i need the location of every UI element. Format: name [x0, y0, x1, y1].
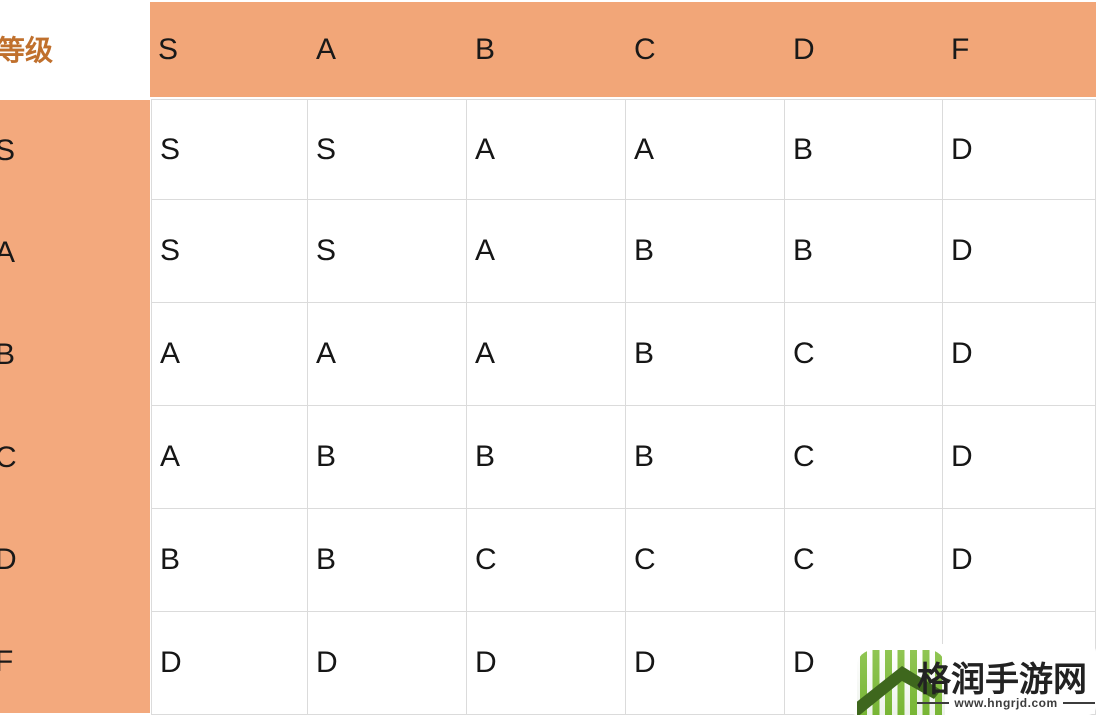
row-header-column: S A B C D F — [0, 100, 150, 713]
col-header-label: B — [475, 32, 496, 66]
col-header-a: A — [308, 2, 467, 97]
divider-line — [1062, 702, 1096, 704]
site-logo-icon — [857, 650, 945, 715]
row-header-a: A — [0, 202, 150, 304]
table-cell: B — [626, 406, 785, 509]
table-cell: B — [308, 509, 467, 612]
row-header-b: B — [0, 304, 150, 406]
table-cell: B — [152, 509, 308, 612]
table-cell: D — [152, 612, 308, 715]
table-cell: C — [785, 303, 943, 406]
table-cell: D — [943, 509, 1096, 612]
table-cell: D — [626, 612, 785, 715]
site-url-row: www.hngrjd.com — [917, 696, 1096, 710]
col-header-f: F — [943, 2, 1096, 97]
roof-icon — [857, 666, 941, 715]
table-cell: S — [308, 100, 467, 200]
table-cell: S — [152, 100, 308, 200]
row-header-d: D — [0, 509, 150, 611]
col-header-d: D — [785, 2, 943, 97]
table-cell: B — [626, 303, 785, 406]
table-cell: D — [467, 612, 626, 715]
col-header-label: S — [158, 32, 179, 66]
corner-label: 等级 — [0, 34, 54, 66]
col-header-s: S — [150, 2, 308, 97]
row-header-c: C — [0, 406, 150, 508]
table-cell: B — [467, 406, 626, 509]
table-cell: D — [308, 612, 467, 715]
row-header-label: C — [0, 440, 17, 474]
table-cell: C — [785, 509, 943, 612]
site-watermark: 格润手游网 www.hngrjd.com — [849, 644, 1096, 715]
col-header-label: A — [316, 32, 337, 66]
site-name: 格润手游网 — [917, 661, 1087, 699]
table-cell: B — [785, 100, 943, 200]
table-cell: C — [626, 509, 785, 612]
column-header-row: S A B C D F — [150, 2, 1096, 97]
table-cell: A — [152, 303, 308, 406]
table-cell: S — [152, 200, 308, 303]
col-header-label: F — [951, 32, 970, 66]
table-cell: D — [943, 303, 1096, 406]
col-header-label: C — [634, 32, 656, 66]
row-header-s: S — [0, 100, 150, 202]
col-header-label: D — [793, 32, 815, 66]
row-header-f: F — [0, 611, 150, 713]
col-header-c: C — [626, 2, 785, 97]
divider-line — [917, 702, 950, 704]
table-cell: B — [626, 200, 785, 303]
table-cell: D — [943, 100, 1096, 200]
site-url: www.hngrjd.com — [954, 696, 1058, 710]
table-cell: A — [308, 303, 467, 406]
corner-cell: 等级 — [0, 0, 150, 97]
table-cell: B — [785, 200, 943, 303]
table-cell: C — [467, 509, 626, 612]
table-cell: C — [785, 406, 943, 509]
table-cell: D — [943, 406, 1096, 509]
row-header-label: B — [0, 338, 16, 372]
grade-table-body: S S A A B D S S A B B D A A A B C D A B … — [151, 99, 1096, 715]
table-cell: A — [152, 406, 308, 509]
table-cell: A — [467, 100, 626, 200]
table-cell: S — [308, 200, 467, 303]
row-header-label: F — [0, 644, 14, 678]
row-header-label: A — [0, 236, 16, 270]
table-cell: A — [626, 100, 785, 200]
table-cell: D — [943, 200, 1096, 303]
col-header-b: B — [467, 2, 626, 97]
table-cell: A — [467, 303, 626, 406]
row-header-label: S — [0, 134, 16, 168]
table-cell: B — [308, 406, 467, 509]
row-header-label: D — [0, 542, 17, 576]
table-cell: A — [467, 200, 626, 303]
